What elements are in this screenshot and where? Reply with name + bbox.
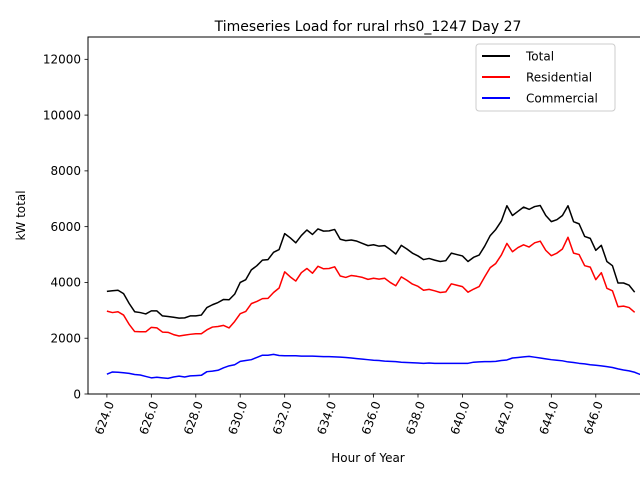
y-tick-label: 12000 xyxy=(43,53,81,67)
legend-label-residential: Residential xyxy=(526,70,592,84)
x-tick-label: 632.0 xyxy=(270,399,295,436)
y-axis-title: kW total xyxy=(14,190,28,240)
x-tick-label: 626.0 xyxy=(137,399,162,436)
x-tick-label: 636.0 xyxy=(359,399,384,436)
x-tick-label: 628.0 xyxy=(181,399,206,436)
legend-frame xyxy=(475,43,616,112)
axes-frame xyxy=(87,36,640,395)
y-tick-label: 2000 xyxy=(50,332,81,346)
x-axis-title: Hour of Year xyxy=(331,451,405,465)
y-tick-label: 8000 xyxy=(50,164,81,178)
x-tick-label: 638.0 xyxy=(403,399,428,436)
chart-title: Timeseries Load for rural rhs0_1247 Day … xyxy=(214,19,522,35)
y-tick-label: 4000 xyxy=(50,276,81,290)
y-tick-label: 0 xyxy=(73,387,81,401)
x-tick-label: 640.0 xyxy=(448,399,473,436)
x-tick-label: 646.0 xyxy=(581,399,606,436)
plot-area xyxy=(87,36,640,395)
y-tick-label: 10000 xyxy=(43,108,81,122)
series-group xyxy=(106,204,640,380)
y-axis: 0 2000 4000 6000 8000 10000 12000 xyxy=(43,53,88,401)
x-tick-label: 630.0 xyxy=(225,399,250,436)
x-axis: 624.0 626.0 628.0 630.0 632.0 634.0 636.0 638.0… xyxy=(92,394,606,437)
x-tick-label: 634.0 xyxy=(314,399,339,436)
x-tick-label: 642.0 xyxy=(492,399,517,436)
series-line-residential xyxy=(106,236,636,337)
legend-items: Total Residential Commercial xyxy=(482,49,598,105)
legend: Total Residential Commercial xyxy=(475,43,616,112)
series-line-total xyxy=(106,204,636,319)
legend-label-commercial: Commercial xyxy=(526,91,598,105)
x-tick-label: 644.0 xyxy=(537,399,562,436)
series-line-commercial xyxy=(106,353,640,380)
legend-label-total: Total xyxy=(525,49,554,63)
y-tick-label: 6000 xyxy=(50,220,81,234)
x-tick-label: 624.0 xyxy=(92,399,117,436)
